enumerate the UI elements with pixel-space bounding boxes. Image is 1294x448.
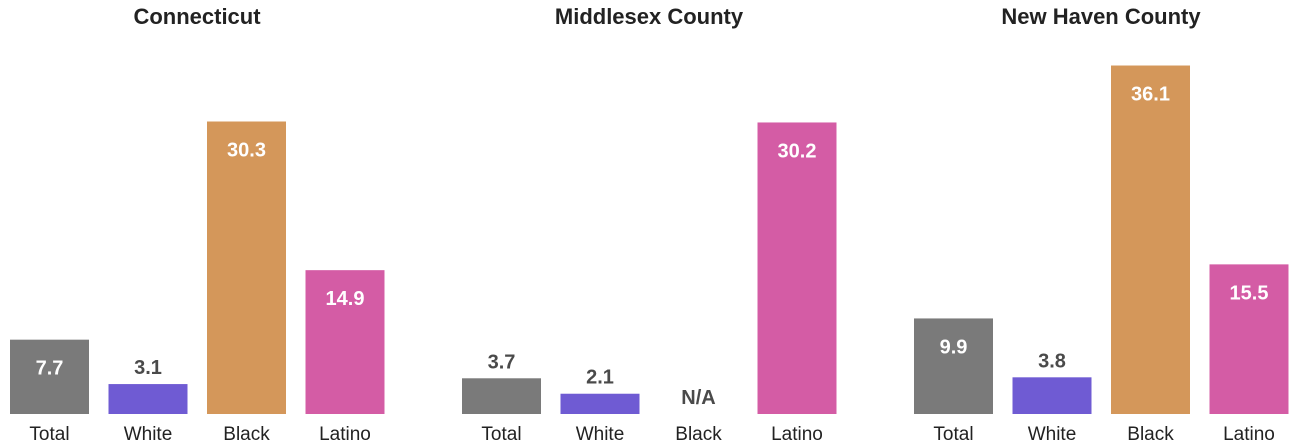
bar-connecticut-white: [108, 384, 188, 414]
bar-connecticut-total: [10, 339, 89, 414]
data-label-new-haven-county-total: 9.9: [940, 336, 968, 358]
panel-title-new-haven-county: New Haven County: [1001, 4, 1201, 29]
bar-connecticut-latino: [305, 270, 385, 414]
bar-middlesex-county-white: [560, 393, 640, 414]
data-label-new-haven-county-latino: 15.5: [1230, 282, 1269, 304]
bar-connecticut-black: [207, 121, 286, 414]
category-label-middlesex-county-white: White: [576, 424, 625, 445]
data-label-connecticut-latino: 14.9: [326, 288, 365, 310]
data-label-middlesex-county-latino: 30.2: [778, 140, 817, 162]
data-label-connecticut-white: 3.1: [134, 357, 162, 379]
data-label-middlesex-county-white: 2.1: [586, 367, 614, 389]
category-label-connecticut-black: Black: [223, 424, 270, 445]
category-label-new-haven-county-white: White: [1028, 424, 1077, 445]
bar-new-haven-county-latino: [1209, 264, 1289, 414]
category-label-middlesex-county-black: Black: [675, 424, 722, 445]
bar-middlesex-county-latino: [757, 122, 837, 414]
category-label-new-haven-county-black: Black: [1127, 424, 1174, 445]
data-label-new-haven-county-white: 3.8: [1038, 350, 1066, 372]
bar-new-haven-county-black: [1111, 65, 1190, 415]
category-label-middlesex-county-latino: Latino: [771, 424, 823, 445]
category-label-middlesex-county-total: Total: [481, 424, 521, 445]
data-label-middlesex-county-total: 3.7: [488, 351, 516, 373]
bar-new-haven-county-white: [1012, 377, 1092, 414]
category-label-new-haven-county-total: Total: [933, 424, 973, 445]
data-label-new-haven-county-black: 36.1: [1131, 84, 1170, 106]
category-label-connecticut-white: White: [124, 424, 173, 445]
panel-title-middlesex-county: Middlesex County: [554, 4, 744, 29]
bar-middlesex-county-total: [462, 378, 541, 414]
category-label-connecticut-total: Total: [29, 424, 69, 445]
data-label-middlesex-county-black: N/A: [681, 387, 715, 409]
data-label-connecticut-black: 30.3: [227, 140, 266, 162]
panel-title-connecticut: Connecticut: [133, 4, 261, 29]
bar-new-haven-county-total: [914, 318, 993, 414]
category-label-new-haven-county-latino: Latino: [1223, 424, 1275, 445]
data-label-connecticut-total: 7.7: [36, 358, 64, 380]
category-label-connecticut-latino: Latino: [319, 424, 371, 445]
